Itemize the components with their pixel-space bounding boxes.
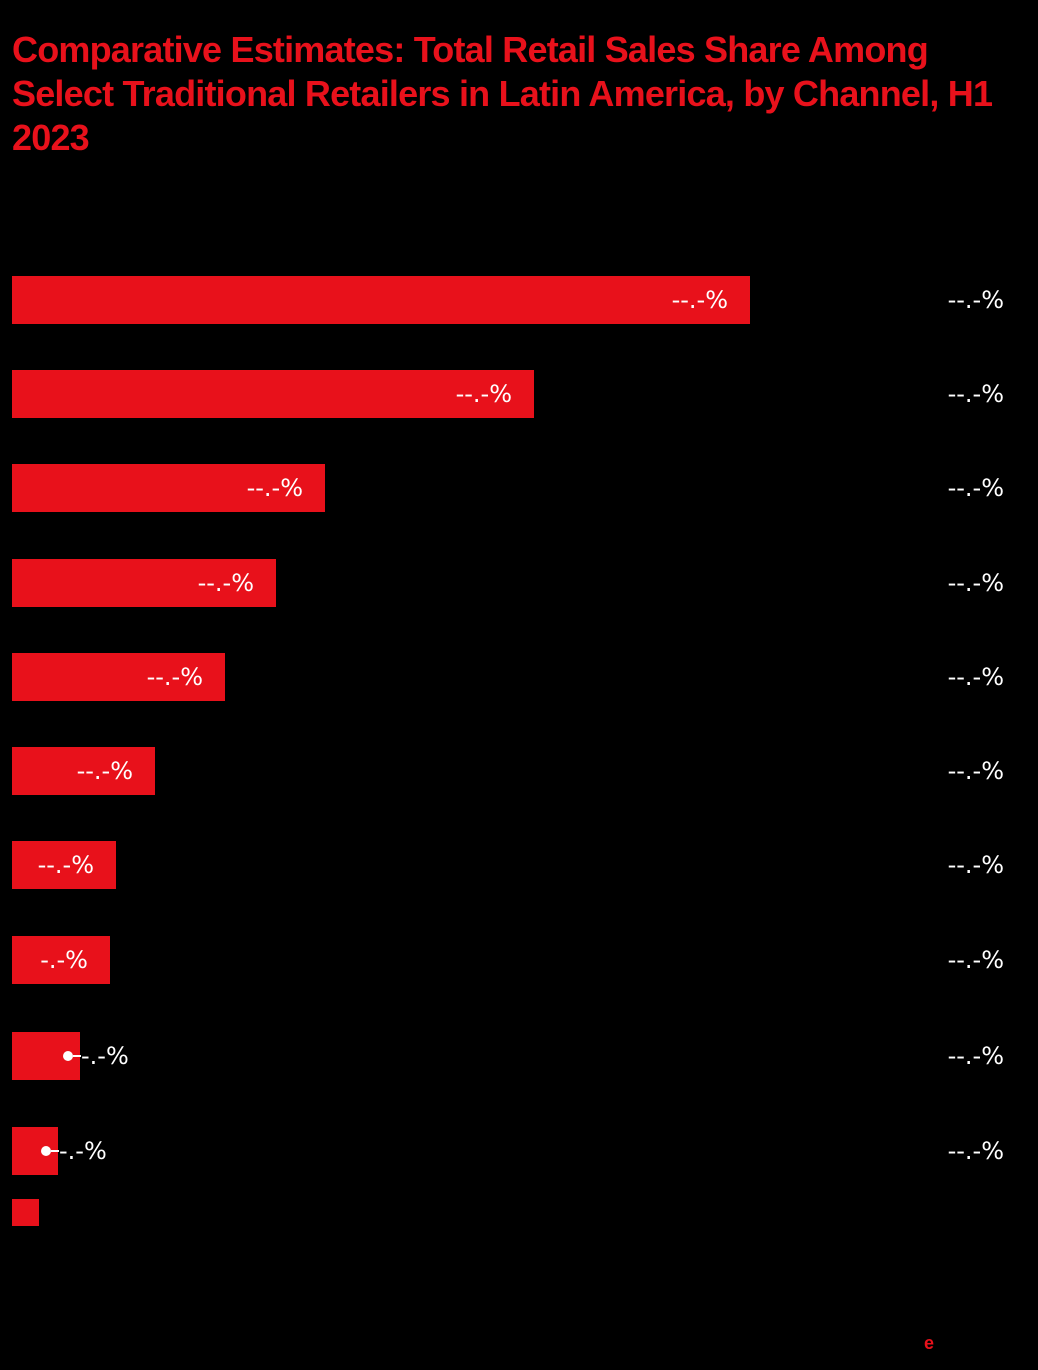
bar-value-label: --.-% <box>76 757 133 785</box>
bar: --.-% <box>12 559 276 607</box>
bar-row: --.-% --.-% <box>0 559 1038 607</box>
right-column-value: --.-% <box>947 286 1004 314</box>
right-column-value: --.-% <box>947 757 1004 785</box>
bar: -.-% <box>12 936 110 984</box>
bar-row: --.-% --.-% <box>0 747 1038 795</box>
bar: --.-% <box>12 653 225 701</box>
bar-row: -.-% --.-% <box>0 1127 1038 1175</box>
legend-swatch <box>12 1199 39 1226</box>
chart-title: Comparative Estimates: Total Retail Sale… <box>12 29 993 158</box>
leader-line <box>51 1150 59 1152</box>
callout-dot-icon <box>41 1146 51 1156</box>
bar-row: --.-% --.-% <box>0 370 1038 418</box>
right-column-value: --.-% <box>947 474 1004 502</box>
bar: --.-% <box>12 841 116 889</box>
bar-row: -.-% --.-% <box>0 936 1038 984</box>
bar-value-label: --.-% <box>146 663 203 691</box>
bar-row: --.-% --.-% <box>0 653 1038 701</box>
right-column-value: --.-% <box>947 663 1004 691</box>
leader-line <box>73 1055 81 1057</box>
bar-value-label: -.-% <box>40 946 88 974</box>
bar-value-label: --.-% <box>455 380 512 408</box>
right-column-value: --.-% <box>947 851 1004 879</box>
right-column-value: --.-% <box>947 569 1004 597</box>
bar-value-label: --.-% <box>37 851 94 879</box>
right-column-value: --.-% <box>947 1137 1004 1165</box>
bar-value-label: -.-% <box>81 1042 129 1070</box>
bar-value-label: --.-% <box>197 569 254 597</box>
bar-value-label: --.-% <box>671 286 728 314</box>
callout-label: -.-% <box>63 1032 129 1080</box>
bar-row: --.-% --.-% <box>0 464 1038 512</box>
right-column-value: --.-% <box>947 1042 1004 1070</box>
callout-label: -.-% <box>41 1127 107 1175</box>
bar: --.-% <box>12 464 325 512</box>
bar: --.-% <box>12 276 750 324</box>
bar-row: --.-% --.-% <box>0 841 1038 889</box>
right-column-value: --.-% <box>947 380 1004 408</box>
callout-dot-icon <box>63 1051 73 1061</box>
bar-row: -.-% --.-% <box>0 1032 1038 1080</box>
bar-row: --.-% --.-% <box>0 276 1038 324</box>
bar-value-label: --.-% <box>246 474 303 502</box>
right-column-value: --.-% <box>947 946 1004 974</box>
bar: --.-% <box>12 747 155 795</box>
bar-value-label: -.-% <box>59 1137 107 1165</box>
brand-logo: e <box>924 1333 935 1353</box>
bar: --.-% <box>12 370 534 418</box>
